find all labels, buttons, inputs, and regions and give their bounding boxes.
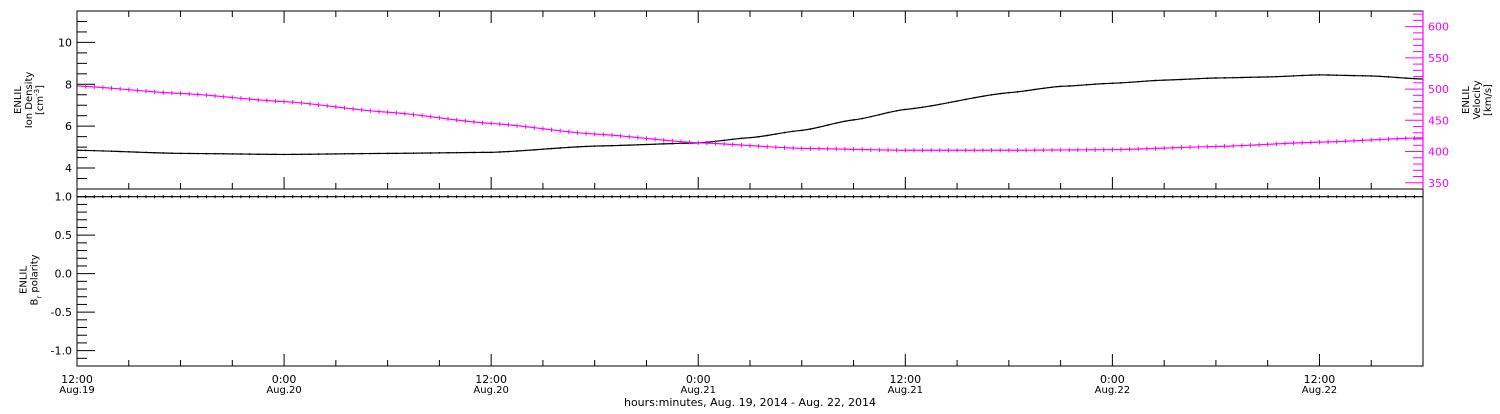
bottom-panel-frame: [76, 188, 1424, 367]
bottom-ylabel-line: Br polarity: [30, 254, 44, 305]
xtick-date-label: Aug.22: [1302, 385, 1337, 396]
superscript: -3: [33, 89, 41, 96]
left-ylabel-line: ENLIL: [13, 86, 24, 114]
right-ytick-label: 550: [1428, 52, 1449, 65]
xtick-time-label: 12:00: [61, 373, 93, 386]
xtick-time-label: 12:00: [889, 373, 921, 386]
xtick-time-label: 12:00: [1304, 373, 1336, 386]
xtick-time-label: 12:00: [475, 373, 507, 386]
xtick-date-label: Aug.22: [1095, 385, 1130, 396]
frame-layer: [76, 10, 1424, 367]
right-ytick-label: 350: [1428, 177, 1449, 190]
right-ylabel-line: ENLIL: [1461, 86, 1472, 114]
left-ylabel-line: Ion Density: [24, 72, 35, 129]
bottom-ytick-label: 0.5: [55, 229, 73, 242]
right-ytick-label: 400: [1428, 146, 1449, 159]
left-ytick-label: 8: [65, 78, 72, 91]
bottom-ytick-label: 1.0: [55, 191, 73, 204]
left-ylabel: ENLIL Ion Density [cm-3]: [13, 72, 46, 129]
right-ylabel: ENLIL Velocity [km/s]: [1461, 80, 1494, 119]
velocity-series-line: [76, 85, 1424, 151]
right-ylabel-line: [km/s]: [1483, 84, 1494, 116]
left-ytick-label: 6: [65, 120, 72, 133]
right-ytick-label: 450: [1428, 114, 1449, 127]
ion-density-series-line: [76, 74, 1424, 156]
xtick-time-label: 0:00: [686, 373, 711, 386]
right-ylabel-line: Velocity: [1472, 80, 1483, 119]
x-axis-label: hours:minutes, Aug. 19, 2014 - Aug. 22, …: [624, 396, 876, 409]
xtick-date-label: Aug.21: [888, 385, 923, 396]
bottom-ytick-label: -0.5: [51, 306, 72, 319]
xtick-date-label: Aug.21: [681, 385, 716, 396]
xtick-time-label: 0:00: [272, 373, 297, 386]
xtick-date-label: Aug.20: [266, 385, 301, 396]
right-ytick-label: 500: [1428, 83, 1449, 96]
top-panel-frame: [76, 10, 1424, 190]
bottom-ytick-label: -1.0: [51, 345, 72, 358]
series-layer: [76, 74, 1424, 199]
left-ytick-label: 4: [65, 162, 72, 175]
xtick-date-label: Aug.20: [473, 385, 508, 396]
labels-layer: 4 6 8 10 350 400 450 500 550 600 1.0 0.5 0.0 -0.5 -1.0…: [13, 21, 1494, 409]
subscript: r: [36, 296, 44, 299]
xtick-time-label: 0:00: [1100, 373, 1125, 386]
bottom-ytick-label: 0.0: [55, 268, 73, 281]
bottom-ylabel-line: ENLIL: [19, 266, 30, 294]
xtick-date-label: Aug.19: [59, 385, 94, 396]
left-ytick-label: 10: [58, 36, 72, 49]
right-ytick-label: 600: [1428, 21, 1449, 34]
left-ylabel-line: [cm-3]: [33, 85, 46, 115]
